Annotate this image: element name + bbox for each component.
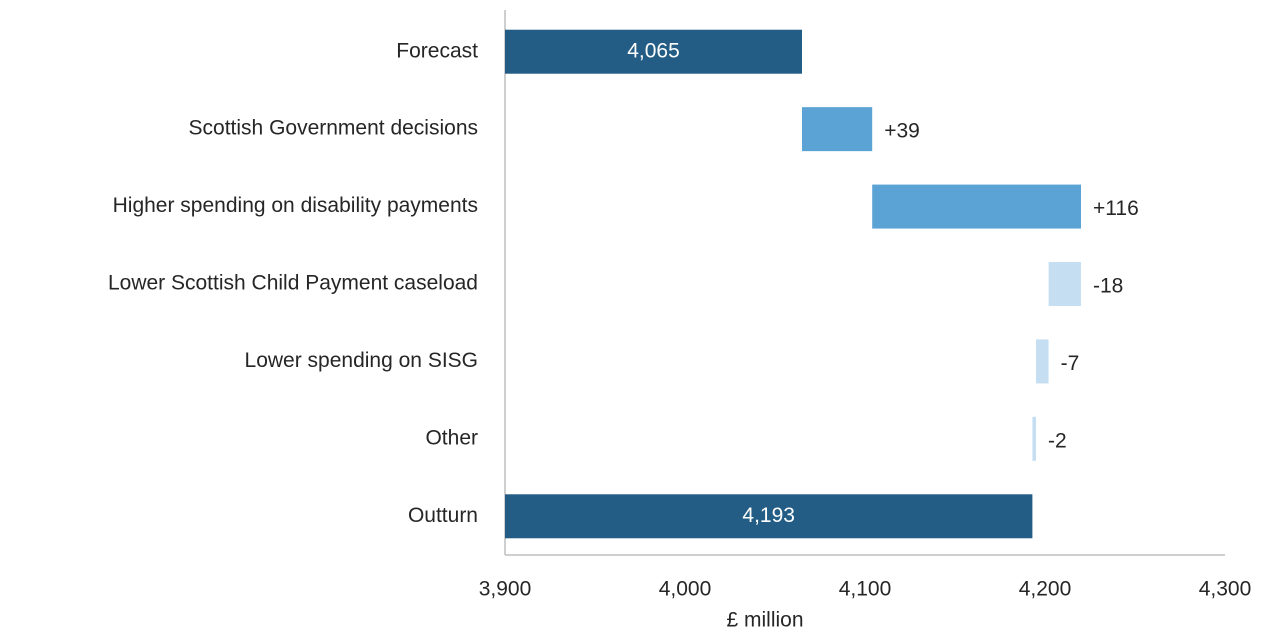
- bar: [802, 107, 873, 152]
- category-label: Forecast: [396, 39, 478, 62]
- data-label: +116: [1093, 197, 1139, 220]
- bar: [505, 29, 802, 74]
- data-label: -7: [1061, 352, 1080, 375]
- x-tick-label: 4,200: [1019, 578, 1072, 601]
- x-tick-label: 4,300: [1199, 578, 1252, 601]
- data-label: +39: [884, 120, 920, 143]
- data-label: -2: [1048, 429, 1067, 452]
- data-label: -18: [1093, 275, 1123, 298]
- category-label: Other: [425, 426, 478, 449]
- category-label: Lower Scottish Child Payment caseload: [108, 272, 478, 295]
- bar: [1036, 339, 1049, 384]
- x-tick-label: 3,900: [479, 578, 532, 601]
- data-label: 4,193: [742, 504, 795, 527]
- category-label: Outturn: [408, 504, 478, 527]
- bar: [1032, 416, 1036, 461]
- bar: [1048, 262, 1081, 306]
- category-label: Higher spending on disability payments: [113, 194, 478, 217]
- x-tick-label: 4,000: [659, 578, 712, 601]
- x-axis-label: £ million: [726, 609, 803, 631]
- bar: [872, 184, 1081, 229]
- category-label: Scottish Government decisions: [189, 117, 478, 140]
- x-tick-label: 4,100: [839, 578, 892, 601]
- category-label: Lower spending on SISG: [245, 349, 478, 372]
- data-label: 4,065: [627, 39, 680, 62]
- bar: [505, 494, 1033, 539]
